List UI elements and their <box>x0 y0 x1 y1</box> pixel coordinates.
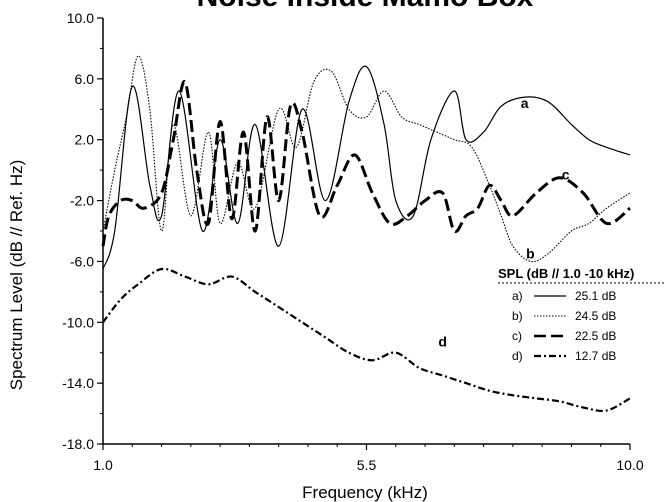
axes: 10.0 6.0 2.0 -2.0 -6.0 -10.0 -14.0 -18.0 1.0 5.5 1… <box>62 10 644 473</box>
legend-key: a) <box>512 289 523 303</box>
annotation-layer: a b c d <box>438 95 569 350</box>
y-axis-label: Spectrum Level (dB // Ref. Hz) <box>7 160 26 391</box>
x-tick-label: 1.0 <box>93 457 113 473</box>
y-tick-label: -14.0 <box>62 375 94 391</box>
annotation-a: a <box>521 95 529 111</box>
legend-value: 25.1 dB <box>575 289 616 303</box>
y-tick-label: 10.0 <box>67 10 94 26</box>
y-tick-label: -18.0 <box>62 436 94 452</box>
y-tick-label: -2.0 <box>70 193 94 209</box>
y-tick-label: -6.0 <box>70 253 94 269</box>
y-tick-label: 6.0 <box>75 71 95 87</box>
legend-value: 12.7 dB <box>575 349 616 363</box>
legend-title: SPL (dB // 1.0 -10 kHz) <box>498 266 634 281</box>
series-a-line <box>102 65 631 270</box>
series-c-line <box>101 80 631 247</box>
x-tick-label: 5.5 <box>357 457 377 473</box>
y-tick-label: -10.0 <box>62 314 94 330</box>
annotation-c: c <box>562 166 570 182</box>
legend-key: b) <box>512 309 523 323</box>
series-d-line <box>102 267 631 413</box>
legend-key: c) <box>512 329 522 343</box>
annotation-d: d <box>438 334 447 350</box>
legend: SPL (dB // 1.0 -10 kHz) a) 25.1 dB b) 24.5 d… <box>498 266 664 363</box>
chart-title: Noise Inside Mamo Box <box>197 0 534 13</box>
y-tick-label: 2.0 <box>75 132 95 148</box>
series-layer <box>101 55 631 413</box>
legend-value: 24.5 dB <box>575 309 616 323</box>
legend-key: d) <box>512 349 523 363</box>
x-axis-label: Frequency (kHz) <box>302 483 428 502</box>
legend-value: 22.5 dB <box>575 329 616 343</box>
annotation-b: b <box>526 245 535 261</box>
x-tick-label: 10.0 <box>616 457 643 473</box>
